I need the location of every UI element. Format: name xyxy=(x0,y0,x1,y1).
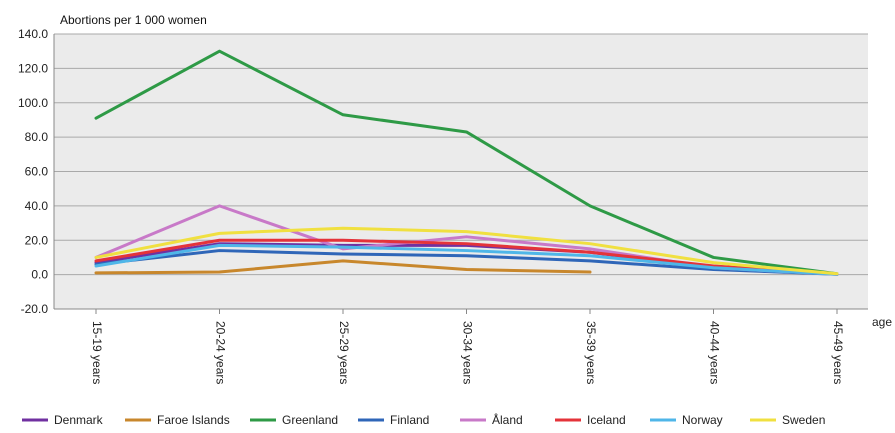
x-tick-label: 35-39 years xyxy=(584,321,598,384)
y-tick-label: 20.0 xyxy=(25,233,49,247)
x-tick-label: 20-24 years xyxy=(213,321,227,384)
x-tick-label: 30-34 years xyxy=(460,321,474,384)
y-tick-label: 140.0 xyxy=(18,27,48,41)
y-tick-label: 120.0 xyxy=(18,61,48,75)
y-axis-label: Abortions per 1 000 women xyxy=(60,13,207,27)
legend-label: Faroe Islands xyxy=(157,413,230,427)
legend-label: Finland xyxy=(390,413,429,427)
x-axis-label: age xyxy=(872,315,892,329)
series-line-greenland xyxy=(94,49,839,276)
series-line-finland xyxy=(94,249,839,276)
x-tick-label: 25-29 years xyxy=(337,321,351,384)
legend-label: Greenland xyxy=(282,413,338,427)
y-tick-label: 60.0 xyxy=(25,165,49,179)
series-line-norway xyxy=(94,243,839,276)
y-tick-label: 0.0 xyxy=(31,268,48,282)
legend: Denmark Faroe Islands Greenland Finland Ålan… xyxy=(22,412,825,427)
y-tick-label: 80.0 xyxy=(25,130,49,144)
axes-layer: Abortions per 1 000 women age 140.0 120.0… xyxy=(18,13,892,384)
legend-label: Sweden xyxy=(782,413,825,427)
x-tick-label: 45-49 years xyxy=(831,321,845,384)
y-tick-label: 40.0 xyxy=(25,199,49,213)
legend-label: Norway xyxy=(682,413,723,427)
series-line-sweden xyxy=(94,226,839,276)
series-line-iceland xyxy=(94,238,839,276)
series-layer xyxy=(94,49,839,276)
legend-label: Iceland xyxy=(587,413,626,427)
legend-label: Denmark xyxy=(54,413,104,427)
legend-label: Åland xyxy=(492,412,523,427)
x-tick-label: 40-44 years xyxy=(707,321,721,384)
y-tick-label: 100.0 xyxy=(18,96,48,110)
series-line-faroe-islands xyxy=(94,259,592,275)
grid-layer xyxy=(53,33,868,314)
x-tick-label: 15-19 years xyxy=(90,321,104,384)
y-tick-label: -20.0 xyxy=(21,302,49,316)
